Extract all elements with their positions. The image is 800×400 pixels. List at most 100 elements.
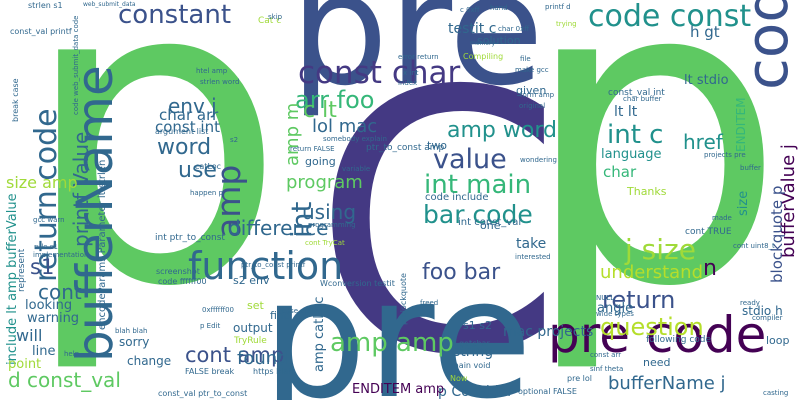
cloud-word: language [601, 147, 662, 162]
cloud-word: int const_val [458, 217, 522, 228]
cloud-word: ENDITEM amp [352, 382, 445, 397]
cloud-word: cont [38, 280, 82, 304]
cloud-word: given [516, 84, 547, 97]
cloud-word: need [643, 356, 671, 369]
cloud-word: const_val int [608, 88, 665, 98]
cloud-word: screenshot [156, 267, 200, 276]
cloud-word: size amp [6, 173, 78, 192]
cloud-word: implementation [33, 251, 89, 259]
cloud-word: memory [470, 40, 496, 47]
cloud-word: const char [298, 55, 461, 91]
cloud-word: output [233, 321, 273, 335]
cloud-word: pre lol [567, 374, 592, 383]
cloud-word: const arr [590, 351, 622, 359]
cloud-word: cont TryCat [305, 239, 345, 247]
cloud-word: following code [646, 335, 712, 345]
cloud-word: string [453, 344, 494, 360]
cloud-word: amp m [282, 102, 303, 166]
cloud-word: C [312, 15, 564, 400]
cloud-word: warning [27, 311, 80, 326]
cloud-word: code const [588, 0, 752, 34]
cloud-word: int main [424, 170, 532, 200]
cloud-word: lol mac [312, 116, 378, 137]
cloud-word: represent [17, 248, 27, 292]
cloud-word: set [247, 299, 264, 312]
cloud-word: take [516, 236, 547, 252]
cloud-word: projects pre [704, 151, 746, 159]
cloud-word: make gcc [515, 66, 549, 74]
cloud-word: happen p [190, 189, 224, 197]
cloud-word: arr foo [295, 86, 375, 114]
cloud-word: s2 [230, 136, 239, 144]
cloud-word: s1 [30, 255, 55, 279]
cloud-word: htel amp [196, 67, 228, 75]
cloud-word: h gt [690, 23, 720, 41]
cloud-word: strlen s1 [28, 1, 63, 10]
cloud-word: trying [556, 20, 577, 28]
cloud-word: case optional [282, 307, 329, 315]
cloud-word: variable [342, 165, 371, 173]
cloud-word: amp amp [330, 328, 454, 358]
cloud-word: gcc warn [33, 216, 65, 224]
cloud-word: char 0xff [498, 25, 530, 33]
cloud-word: char arr [159, 106, 219, 124]
cloud-word: Now [450, 374, 468, 383]
cloud-word: p [520, 0, 787, 379]
cloud-word: foo bar [422, 260, 501, 285]
cloud-word: p Consider [438, 384, 513, 400]
cloud-word: wondering [520, 156, 557, 164]
cloud-word: stdio h [742, 304, 783, 318]
cloud-word: casting [763, 389, 789, 397]
cloud-word: line [32, 344, 56, 359]
cloud-word: rule s1 [34, 243, 58, 251]
cloud-word: env j [168, 94, 217, 118]
cloud-word: buffer [740, 164, 761, 172]
cloud-word: p Edit [200, 322, 221, 330]
cloud-word: return [602, 286, 676, 314]
cloud-word: main void [451, 361, 491, 370]
cloud-word: program [286, 172, 363, 193]
cloud-word: value [433, 144, 507, 175]
cloud-word: size [736, 190, 751, 216]
cloud-word: original [519, 102, 546, 110]
cloud-word: const_val ptr_to_const [158, 389, 248, 398]
cloud-word: catLoc [195, 162, 222, 171]
cloud-word: made [712, 214, 732, 222]
cloud-word: const int [155, 118, 220, 136]
cloud-word: blockquote p [768, 185, 786, 283]
cloud-word: optional FALSE [518, 387, 577, 396]
cloud-word: lt stdio [684, 73, 729, 88]
cloud-word: Thanks [627, 185, 667, 198]
cloud-word: found [237, 348, 289, 369]
cloud-word: testit c [448, 21, 497, 37]
cloud-word: argument list [155, 127, 209, 136]
cloud-word: c 0xff [460, 6, 480, 14]
cloud-word: TryRule [234, 336, 267, 346]
cloud-word: constant [118, 0, 232, 30]
cloud-word: form amp [520, 91, 555, 99]
cloud-word: find [270, 309, 291, 322]
cloud-word: code include [425, 192, 489, 203]
cloud-word: p [20, 0, 287, 379]
cloud-word: pre code [548, 306, 767, 364]
cloud-word: wide types [596, 310, 634, 318]
cloud-word: FALSE break [185, 367, 235, 376]
cloud-word: ptr_to_const printf [241, 261, 306, 269]
cloud-word: sorry [119, 335, 150, 349]
cloud-word: ptr_to_const amp [366, 143, 445, 153]
cloud-word: https blah [253, 367, 294, 376]
cloud-word: 0xffffff00 [202, 306, 234, 314]
cloud-word: strlen word [200, 78, 240, 86]
cloud-word: cont amp [185, 343, 285, 367]
cloud-word: freed [420, 299, 439, 307]
cloud-word: sinf theta [590, 365, 624, 373]
cloud-word: loop [766, 334, 790, 347]
cloud-word: s1 s2 [463, 319, 492, 332]
cloud-word: d const_val [8, 368, 121, 392]
cloud-word: printf d [545, 3, 571, 11]
cloud-word: bar code [423, 200, 533, 229]
cloud-word: change [127, 354, 172, 368]
cloud-word: difference [228, 216, 329, 240]
cloud-word: looking [25, 298, 73, 313]
